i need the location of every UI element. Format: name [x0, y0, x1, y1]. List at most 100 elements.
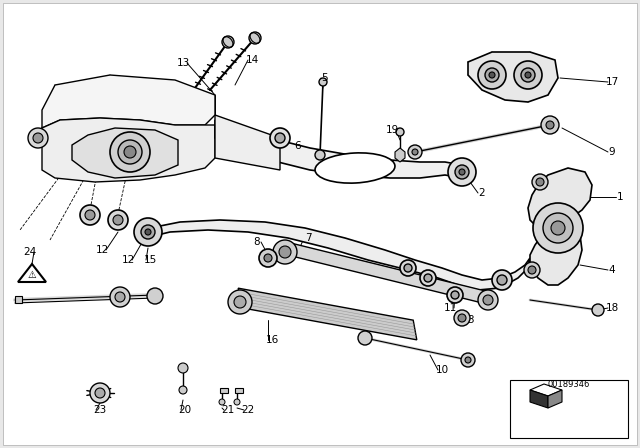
Circle shape [222, 36, 234, 48]
Circle shape [485, 68, 499, 82]
Polygon shape [215, 115, 280, 170]
Circle shape [95, 388, 105, 398]
Circle shape [489, 72, 495, 78]
Circle shape [592, 304, 604, 316]
Circle shape [219, 399, 225, 405]
Circle shape [141, 225, 155, 239]
Polygon shape [42, 118, 215, 182]
Text: 20: 20 [179, 405, 191, 415]
Circle shape [459, 169, 465, 175]
Circle shape [478, 61, 506, 89]
Text: 19: 19 [385, 125, 399, 135]
Polygon shape [220, 388, 228, 393]
Circle shape [264, 254, 272, 262]
Circle shape [178, 363, 188, 373]
Text: 21: 21 [221, 405, 235, 415]
Polygon shape [15, 296, 22, 303]
Circle shape [536, 178, 544, 186]
Circle shape [115, 292, 125, 302]
Ellipse shape [315, 153, 395, 183]
Circle shape [478, 290, 498, 310]
Circle shape [275, 133, 285, 143]
Polygon shape [72, 128, 178, 178]
Polygon shape [395, 148, 405, 162]
Circle shape [315, 150, 325, 160]
Text: 1: 1 [617, 192, 623, 202]
Polygon shape [215, 120, 462, 178]
Circle shape [546, 121, 554, 129]
Text: 11: 11 [444, 303, 456, 313]
Circle shape [521, 68, 535, 82]
Polygon shape [238, 288, 417, 340]
Circle shape [279, 246, 291, 258]
Text: 14: 14 [245, 55, 259, 65]
Text: 22: 22 [241, 405, 255, 415]
Text: 12: 12 [122, 255, 134, 265]
Circle shape [85, 210, 95, 220]
Circle shape [249, 32, 261, 44]
Circle shape [108, 210, 128, 230]
Circle shape [319, 78, 327, 86]
Circle shape [396, 128, 404, 136]
Circle shape [447, 287, 463, 303]
Circle shape [533, 203, 583, 253]
Circle shape [551, 221, 565, 235]
Bar [510, 380, 628, 438]
Polygon shape [548, 390, 562, 408]
Text: 24: 24 [24, 247, 36, 257]
Circle shape [90, 383, 110, 403]
Circle shape [234, 399, 240, 405]
Text: 12: 12 [95, 245, 109, 255]
Polygon shape [42, 75, 215, 128]
Circle shape [465, 357, 471, 363]
Polygon shape [530, 390, 548, 408]
Circle shape [514, 61, 542, 89]
Circle shape [270, 128, 290, 148]
Circle shape [412, 149, 418, 155]
Text: 00189346: 00189346 [548, 379, 590, 388]
Circle shape [124, 146, 136, 158]
Circle shape [80, 205, 100, 225]
Circle shape [543, 213, 573, 243]
Circle shape [28, 128, 48, 148]
Circle shape [145, 229, 151, 235]
Circle shape [110, 287, 130, 307]
Circle shape [273, 240, 297, 264]
Circle shape [113, 215, 123, 225]
Text: 18: 18 [605, 303, 619, 313]
Circle shape [492, 270, 512, 290]
Circle shape [454, 310, 470, 326]
Circle shape [524, 262, 540, 278]
Circle shape [400, 260, 416, 276]
Circle shape [259, 249, 277, 267]
Circle shape [525, 72, 531, 78]
Polygon shape [528, 168, 592, 285]
Circle shape [118, 140, 142, 164]
Text: 8: 8 [253, 237, 260, 247]
Text: 15: 15 [143, 255, 157, 265]
Circle shape [448, 158, 476, 186]
Circle shape [147, 288, 163, 304]
Text: 13: 13 [177, 58, 189, 68]
Polygon shape [235, 388, 243, 393]
Circle shape [110, 132, 150, 172]
Text: 16: 16 [266, 335, 278, 345]
Polygon shape [468, 52, 558, 102]
Text: 23: 23 [93, 405, 107, 415]
Text: 7: 7 [305, 233, 311, 243]
Circle shape [408, 145, 422, 159]
Circle shape [497, 275, 507, 285]
Text: 2: 2 [479, 188, 485, 198]
Text: 17: 17 [605, 77, 619, 87]
Circle shape [404, 264, 412, 272]
Polygon shape [18, 264, 46, 282]
Text: 10: 10 [435, 365, 449, 375]
Circle shape [234, 296, 246, 308]
Text: ⚠: ⚠ [28, 270, 36, 280]
Circle shape [33, 133, 43, 143]
Circle shape [483, 295, 493, 305]
Circle shape [179, 386, 187, 394]
Circle shape [424, 274, 432, 282]
Text: 9: 9 [609, 147, 615, 157]
Circle shape [134, 218, 162, 246]
